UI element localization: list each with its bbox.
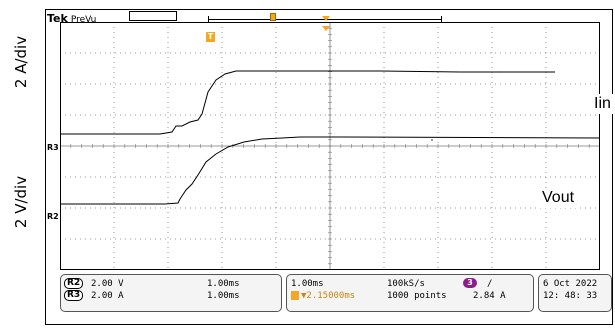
acquisition-mode: PreVu [70, 15, 97, 25]
trigger-position-marker-icon[interactable]: T [206, 32, 215, 42]
timebase-value: 1.00ms [291, 279, 324, 289]
ch-r3-row: R3 [64, 290, 84, 301]
ch-r3-time: 1.00ms [207, 291, 240, 301]
brand-name: Tek [47, 12, 68, 25]
horizontal-position: ▼2.15000ms [291, 291, 355, 301]
top-scale-text: 2 A/div [12, 35, 31, 89]
noise-dots [431, 71, 501, 141]
top-scale-label: 2 A/div [0, 12, 42, 112]
oscilloscope-screen: Tek PreVu T R3 R2 Iin Vout R2 2.00 V [45, 9, 615, 325]
ch-r3-ground-marker[interactable]: R3 [47, 143, 59, 152]
top-status-bar: Tek PreVu T [46, 10, 612, 42]
readout-bar: R2 2.00 V 1.00ms R3 2.00 A 1.00ms 1.00ms… [60, 274, 612, 312]
ch-r3-tag: R3 [64, 290, 84, 301]
iin-trace [60, 70, 555, 135]
position-value: ▼2.15000ms [301, 291, 356, 301]
position-marker-icon [291, 291, 299, 300]
channel-readout-box[interactable]: R2 2.00 V 1.00ms R3 2.00 A 1.00ms [60, 274, 282, 312]
trigger-position-icon[interactable] [322, 26, 330, 31]
date-value: 6 Oct 2022 [543, 279, 598, 289]
trigger-level-value: 2.84 A [473, 291, 506, 301]
waveform-area: R3 R2 Iin Vout [47, 22, 615, 270]
acquisition-status-box [129, 11, 177, 21]
iin-label: Iin [590, 94, 615, 114]
waveform-graticule [60, 22, 600, 270]
bottom-scale-text: 2 V/div [12, 175, 31, 229]
time-value: 12: 48: 33 [543, 291, 598, 301]
ch-r2-scale: 2.00 V [91, 279, 124, 289]
bottom-scale-label: 2 V/div [0, 152, 42, 252]
ch-r2-ground-marker[interactable]: R2 [47, 212, 59, 221]
graticule-border [60, 22, 600, 270]
horizontal-readout-box[interactable]: 1.00ms 100kS/s 3 / ▼2.15000ms 1000 point… [286, 274, 534, 312]
trigger-source: 3 [463, 278, 477, 289]
brand-logo: Tek PreVu [47, 12, 96, 25]
graticule-grid [60, 22, 600, 270]
datetime-readout-box: 6 Oct 2022 12: 48: 33 [538, 274, 612, 312]
vout-label: Vout [538, 188, 579, 208]
ch-r2-row: R2 [64, 278, 84, 289]
trigger-channel-badge: 3 [463, 278, 477, 288]
trigger-slope-icon: / [487, 279, 493, 289]
vout-trace [60, 136, 600, 205]
ch-r3-scale: 2.00 A [91, 291, 124, 301]
sample-rate-value: 100kS/s [387, 279, 425, 289]
ch-r2-tag: R2 [64, 278, 84, 289]
record-length: 1000 points [387, 291, 447, 301]
expansion-point-icon [322, 16, 330, 21]
ch-r2-time: 1.00ms [207, 279, 240, 289]
record-trigger-marker-icon [270, 13, 276, 21]
